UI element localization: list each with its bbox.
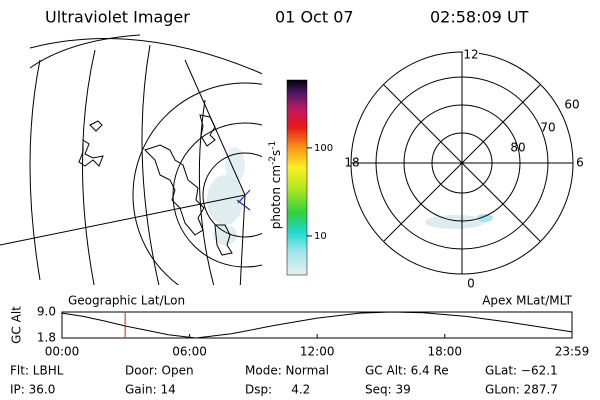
status-field: GLon: 287.7 (485, 383, 558, 397)
colorbar-tick-label: 10 (314, 231, 327, 242)
unit: s (269, 150, 283, 156)
status-field: GLat: −62.1 (485, 364, 558, 378)
x-tick-label: 00:00 (45, 345, 80, 359)
date: 01 Oct 07 (275, 8, 354, 27)
plot-title: Apex MLat/MLT (482, 294, 572, 308)
mlt-label: 6 (576, 156, 584, 170)
colorbar-tick-label: 100 (314, 143, 333, 154)
colorbar-gradient (286, 79, 308, 276)
colorbar-label: photon cm-2s-1 (268, 141, 283, 230)
y-tick-label: 1.8 (37, 331, 56, 345)
lat-label: 70 (540, 121, 555, 135)
y-axis-label: GC Alt (10, 306, 24, 344)
unit-exp: -2 (268, 156, 278, 165)
status-field: Seq: 39 (365, 383, 411, 397)
title: Ultraviolet Imager (45, 8, 190, 27)
status-bar: Flt: LBHL Door: Open Mode: Normal GC Alt: 6… (10, 364, 558, 397)
polar-plot: 12 18 6 0 60 70 80 (344, 47, 584, 291)
time: 02:58:09 UT (430, 8, 529, 27)
colorbar: photon cm-2s-1 10 100 (268, 79, 333, 276)
status-field: Flt: LBHL (10, 364, 64, 378)
status-field: Gain: 14 (125, 383, 176, 397)
mlt-label: 12 (463, 48, 478, 62)
y-tick-label: 9.0 (37, 305, 56, 319)
lat-label: 60 (564, 98, 579, 112)
mlt-label: 18 (344, 156, 359, 170)
plot-title: Geographic Lat/Lon (68, 294, 185, 308)
status-field: IP: 36.0 (10, 383, 55, 397)
lat-label: 80 (510, 141, 525, 155)
mlt-label: 0 (467, 277, 475, 291)
x-tick-label: 12:00 (300, 345, 335, 359)
x-tick-label: 06:00 (172, 345, 207, 359)
unit-exp: -1 (268, 141, 278, 150)
x-tick-label: 18:00 (427, 345, 462, 359)
x-tick-label: 23:59 (555, 345, 590, 359)
status-field: GC Alt: 6.4 Re (365, 364, 449, 378)
map (0, 34, 262, 285)
status-field: Door: Open (125, 364, 194, 378)
altitude-line (61, 311, 573, 339)
unit: photon cm (269, 165, 283, 229)
status-field: Mode: Normal (245, 364, 329, 378)
orbit-plot: Geographic Lat/Lon Apex MLat/MLT GC Alt … (10, 294, 590, 359)
status-field: Dsp: 4.2 (245, 383, 310, 397)
